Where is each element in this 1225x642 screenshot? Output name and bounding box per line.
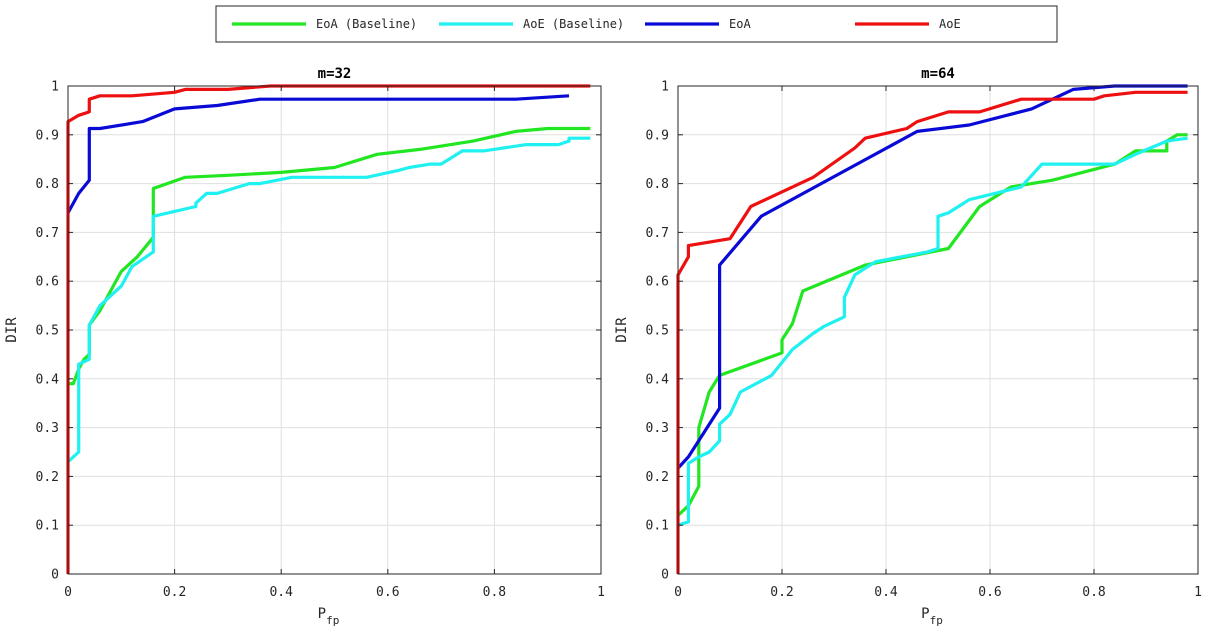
y-tick-label: 0.7 bbox=[646, 226, 669, 241]
legend: EoA (Baseline) AoE (Baseline) EoA AoE bbox=[215, 5, 1058, 43]
x-tick-label: 0 bbox=[674, 585, 682, 600]
grid bbox=[67, 85, 602, 575]
x-axis-label-sub: fp bbox=[326, 614, 339, 627]
x-axis-label-main: P bbox=[921, 606, 929, 622]
x-tick-label: 0.8 bbox=[483, 585, 506, 600]
x-axis-label-sub: fp bbox=[930, 614, 943, 627]
plot-m64: 0 0.2 0.4 0.6 0.8 1 0 0.1 0.2 0.3 0.4 0.5 0.6 0.7 0.8 0… bbox=[614, 66, 1202, 627]
x-tick-label: 0.8 bbox=[1082, 585, 1105, 600]
series-line-aoe-baseline bbox=[677, 136, 1188, 527]
legend-item: AoE (Baseline) bbox=[439, 17, 624, 31]
series-group bbox=[676, 84, 1188, 574]
y-tick-label: 0.2 bbox=[36, 470, 59, 485]
plot-m32: 0 0.2 0.4 0.6 0.8 1 0 0.1 0.2 0.3 0.4 0.5 0.6 0.7 0.8 0… bbox=[4, 66, 605, 627]
x-tick-label: 0.2 bbox=[163, 585, 186, 600]
y-tick-label: 0.1 bbox=[646, 519, 669, 534]
x-tick-label: 0.6 bbox=[376, 585, 399, 600]
y-tick-label: 0.8 bbox=[36, 177, 59, 192]
legend-label: AoE bbox=[939, 17, 961, 31]
plot-title: m=32 bbox=[318, 66, 352, 82]
y-tick-label: 0.5 bbox=[36, 324, 59, 339]
y-tick-label: 0 bbox=[51, 568, 59, 583]
x-tick-label: 0.6 bbox=[978, 585, 1001, 600]
y-tick-label: 0.8 bbox=[646, 177, 669, 192]
y-tick-label: 0 bbox=[661, 568, 669, 583]
legend-item: EoA (Baseline) bbox=[232, 17, 417, 31]
legend-label: EoA (Baseline) bbox=[316, 17, 417, 31]
y-tick-label: 0.5 bbox=[646, 324, 669, 339]
x-axis-label: Pfp bbox=[318, 606, 340, 627]
y-tick-label: 1 bbox=[661, 80, 669, 95]
series-line-aoe bbox=[66, 84, 591, 574]
x-tick-label: 1 bbox=[1194, 585, 1202, 600]
legend-item: AoE bbox=[855, 17, 961, 31]
x-tick-label: 0.4 bbox=[269, 585, 293, 600]
x-tick-label: 0.4 bbox=[874, 585, 898, 600]
x-tick-label: 0 bbox=[64, 585, 72, 600]
y-tick-label: 1 bbox=[51, 80, 59, 95]
series-line-eoa bbox=[676, 84, 1188, 470]
y-tick-label: 0.3 bbox=[646, 421, 669, 436]
series-line-eoa-baseline bbox=[676, 133, 1188, 517]
y-tick-label: 0.6 bbox=[646, 275, 669, 290]
series-line-eoa bbox=[66, 94, 570, 214]
y-tick-label: 0.4 bbox=[36, 372, 60, 387]
y-tick-label: 0.1 bbox=[36, 519, 59, 534]
y-tick-label: 0.3 bbox=[36, 421, 59, 436]
y-tick-label: 0.7 bbox=[36, 226, 59, 241]
x-axis-label-main: P bbox=[318, 606, 326, 622]
y-tick-label: 0.4 bbox=[646, 372, 670, 387]
series-line-aoe-baseline bbox=[66, 136, 591, 463]
y-axis-label: DIR bbox=[614, 317, 630, 343]
y-tick-label: 0.2 bbox=[646, 470, 669, 485]
series-line-eoa-baseline bbox=[68, 126, 591, 386]
y-tick-label: 0.9 bbox=[646, 128, 669, 143]
x-tick-label: 1 bbox=[597, 585, 605, 600]
legend-label: EoA bbox=[729, 17, 751, 31]
x-axis-label: Pfp bbox=[921, 606, 943, 627]
y-axis-label: DIR bbox=[4, 317, 20, 343]
legend-item: EoA bbox=[645, 17, 751, 31]
plot-title: m=64 bbox=[921, 66, 955, 82]
y-tick-label: 0.9 bbox=[36, 128, 59, 143]
legend-label: AoE (Baseline) bbox=[523, 17, 624, 31]
series-line-aoe bbox=[676, 90, 1188, 574]
x-tick-label: 0.2 bbox=[770, 585, 793, 600]
series-group bbox=[66, 84, 591, 574]
y-tick-label: 0.6 bbox=[36, 275, 59, 290]
